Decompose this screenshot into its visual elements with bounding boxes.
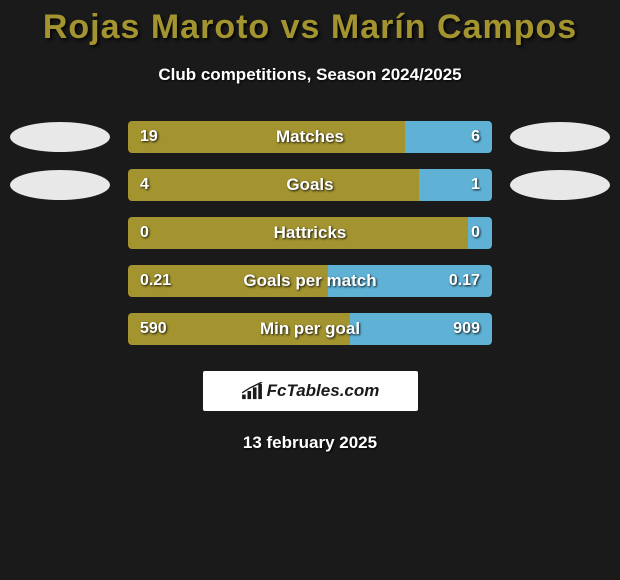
stat-row: 0.21 0.17 Goals per match xyxy=(10,264,610,298)
logo-label: FcTables.com xyxy=(267,381,380,401)
stat-label: Hattricks xyxy=(274,223,347,243)
left-value: 0 xyxy=(140,224,149,242)
stat-bar: 0.21 0.17 Goals per match xyxy=(128,265,492,297)
stat-label: Goals per match xyxy=(243,271,376,291)
date-text: 13 february 2025 xyxy=(0,433,620,453)
bar-right: 909 xyxy=(350,313,492,345)
stat-bar: 19 6 Matches xyxy=(128,121,492,153)
stat-bar: 0 0 Hattricks xyxy=(128,217,492,249)
bar-left: 4 xyxy=(128,169,419,201)
right-value: 1 xyxy=(471,176,480,194)
team-badge-right xyxy=(510,170,610,200)
left-value: 19 xyxy=(140,128,158,146)
bar-right: 6 xyxy=(405,121,492,153)
team-badge-right xyxy=(510,122,610,152)
infographic-container: Rojas Maroto vs Marín Campos Club compet… xyxy=(0,0,620,461)
right-value: 0 xyxy=(471,224,480,242)
stat-bar: 590 909 Min per goal xyxy=(128,313,492,345)
bar-left: 19 xyxy=(128,121,405,153)
team-badge-left xyxy=(10,122,110,152)
left-value: 0.21 xyxy=(140,272,171,290)
chart-icon xyxy=(241,382,263,400)
left-value: 590 xyxy=(140,320,167,338)
logo-text: FcTables.com xyxy=(241,381,380,401)
logo-box: FcTables.com xyxy=(203,371,418,411)
stat-label: Min per goal xyxy=(260,319,360,339)
subtitle: Club competitions, Season 2024/2025 xyxy=(0,65,620,85)
stats-area: 19 6 Matches 4 1 Goals 0 0 Hattricks 0.21 0.17 Goal… xyxy=(0,120,620,346)
bar-right: 1 xyxy=(419,169,492,201)
stat-row: 4 1 Goals xyxy=(10,168,610,202)
stat-label: Matches xyxy=(276,127,344,147)
stat-row: 0 0 Hattricks xyxy=(10,216,610,250)
stat-row: 19 6 Matches xyxy=(10,120,610,154)
right-value: 909 xyxy=(453,320,480,338)
team-badge-left xyxy=(10,170,110,200)
right-value: 6 xyxy=(471,128,480,146)
right-value: 0.17 xyxy=(449,272,480,290)
left-value: 4 xyxy=(140,176,149,194)
stat-row: 590 909 Min per goal xyxy=(10,312,610,346)
stat-label: Goals xyxy=(286,175,333,195)
main-title: Rojas Maroto vs Marín Campos xyxy=(0,8,620,47)
stat-bar: 4 1 Goals xyxy=(128,169,492,201)
